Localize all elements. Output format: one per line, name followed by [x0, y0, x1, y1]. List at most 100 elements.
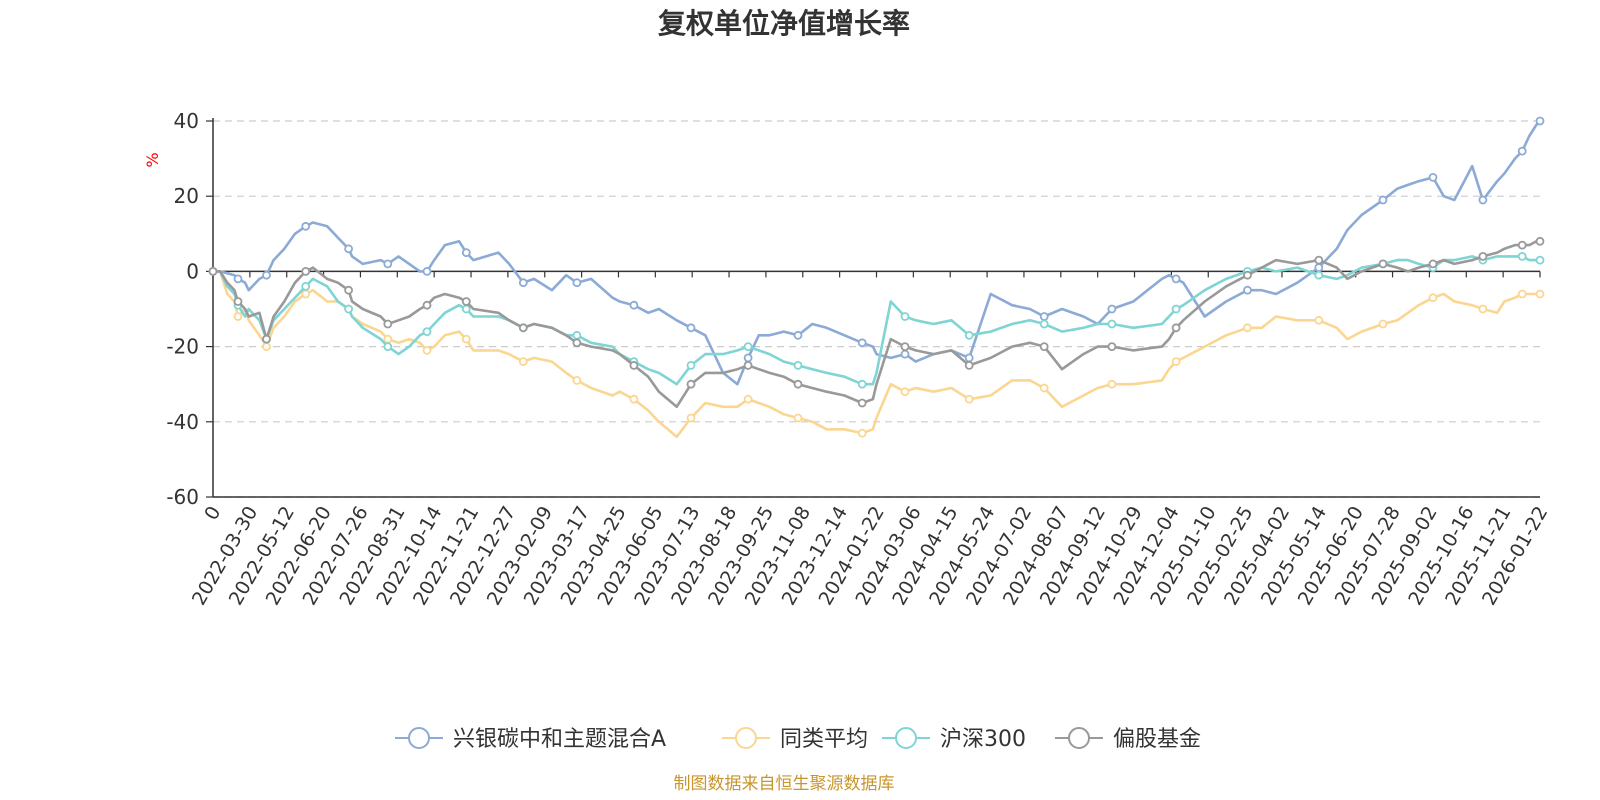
- y-tick-label: -60: [166, 485, 199, 509]
- data-point: [1171, 274, 1181, 284]
- data-point: [686, 360, 696, 370]
- data-point: [686, 413, 696, 423]
- legend-label: 沪深300: [940, 727, 1026, 752]
- y-tick-label: 20: [174, 184, 199, 208]
- data-point: [1107, 304, 1117, 314]
- series-lines: [208, 116, 1545, 439]
- data-point: [422, 300, 432, 310]
- data-point: [964, 353, 974, 363]
- series-line: [213, 120, 1541, 386]
- data-point: [1243, 323, 1252, 333]
- data-point: [1378, 319, 1388, 329]
- data-point: [1517, 146, 1527, 156]
- data-point: [262, 270, 271, 280]
- data-point: [743, 360, 753, 370]
- data-point: [344, 244, 354, 254]
- data-point: [518, 357, 528, 367]
- data-point: [1428, 293, 1438, 303]
- grid-lines: [213, 120, 1540, 498]
- data-point: [857, 428, 867, 438]
- data-point: [383, 319, 393, 329]
- data-point: [1314, 263, 1324, 273]
- data-point: [1171, 323, 1181, 333]
- data-point: [422, 345, 432, 355]
- data-point: [686, 323, 696, 333]
- data-point: [461, 304, 471, 314]
- legend-marker: [895, 727, 917, 749]
- data-point: [461, 334, 471, 344]
- legend-marker: [735, 727, 757, 749]
- data-point: [383, 342, 393, 352]
- data-point: [344, 285, 354, 295]
- data-point: [743, 342, 753, 352]
- data-point: [743, 394, 753, 404]
- data-point: [422, 266, 432, 276]
- data-point: [1171, 304, 1181, 314]
- data-point: [1478, 304, 1488, 314]
- data-point: [1535, 116, 1545, 126]
- data-point: [1378, 195, 1388, 205]
- data-point: [1039, 312, 1049, 321]
- data-point: [793, 330, 803, 340]
- data-point: [233, 274, 243, 284]
- data-point: [233, 297, 243, 306]
- data-point: [1517, 251, 1527, 261]
- legend-item: 同类平均: [722, 727, 868, 752]
- legend-label: 同类平均: [780, 727, 868, 752]
- axes: -60-40-200204002022-03-302022-05-122022-…: [166, 109, 1552, 609]
- data-point: [1478, 251, 1488, 261]
- data-point: [301, 221, 311, 231]
- data-point: [1039, 383, 1049, 393]
- data-point: [900, 342, 910, 352]
- legend: 兴银碳中和主题混合A 同类平均 沪深300 偏股基金: [395, 727, 1201, 752]
- data-point: [572, 278, 582, 288]
- data-point: [1517, 289, 1527, 299]
- data-point: [1107, 379, 1117, 389]
- y-tick-label: 40: [174, 109, 199, 133]
- data-point: [1478, 195, 1488, 205]
- data-point: [1243, 285, 1252, 295]
- series-group: [208, 236, 1545, 409]
- data-point: [857, 338, 867, 348]
- data-point: [1428, 259, 1438, 269]
- data-point: [1107, 342, 1117, 352]
- data-point: [262, 334, 271, 344]
- legend-marker: [1068, 727, 1090, 749]
- legend-item: 兴银碳中和主题混合A: [395, 727, 666, 752]
- data-point: [1378, 259, 1388, 269]
- data-point: [233, 312, 243, 321]
- data-point: [1535, 236, 1545, 246]
- data-point: [793, 360, 803, 370]
- data-point: [301, 289, 311, 299]
- y-tick-label: 0: [186, 259, 199, 283]
- data-point: [1314, 315, 1324, 325]
- legend-marker: [408, 727, 430, 749]
- data-point: [743, 353, 753, 363]
- x-tick-label: 0: [200, 503, 225, 524]
- data-point: [344, 304, 354, 314]
- data-point: [518, 323, 528, 333]
- data-point: [461, 248, 471, 258]
- data-point: [1243, 270, 1252, 280]
- data-point: [686, 379, 696, 389]
- data-point: [1535, 289, 1545, 299]
- data-point: [1039, 319, 1049, 329]
- data-point: [208, 266, 218, 276]
- data-point: [1171, 357, 1181, 367]
- data-point: [572, 338, 582, 348]
- data-point: [964, 330, 974, 340]
- chart-title: 复权单位净值增长率: [658, 7, 910, 40]
- data-point: [572, 330, 582, 340]
- data-point: [1107, 319, 1117, 329]
- legend-label: 兴银碳中和主题混合A: [453, 727, 666, 752]
- data-point: [857, 379, 867, 389]
- data-point: [857, 398, 867, 408]
- data-point: [793, 379, 803, 389]
- legend-item: 沪深300: [882, 727, 1026, 752]
- source-note: 制图数据来自恒生聚源数据库: [674, 774, 895, 794]
- data-point: [301, 281, 311, 291]
- data-point: [301, 266, 311, 276]
- data-point: [1535, 255, 1545, 265]
